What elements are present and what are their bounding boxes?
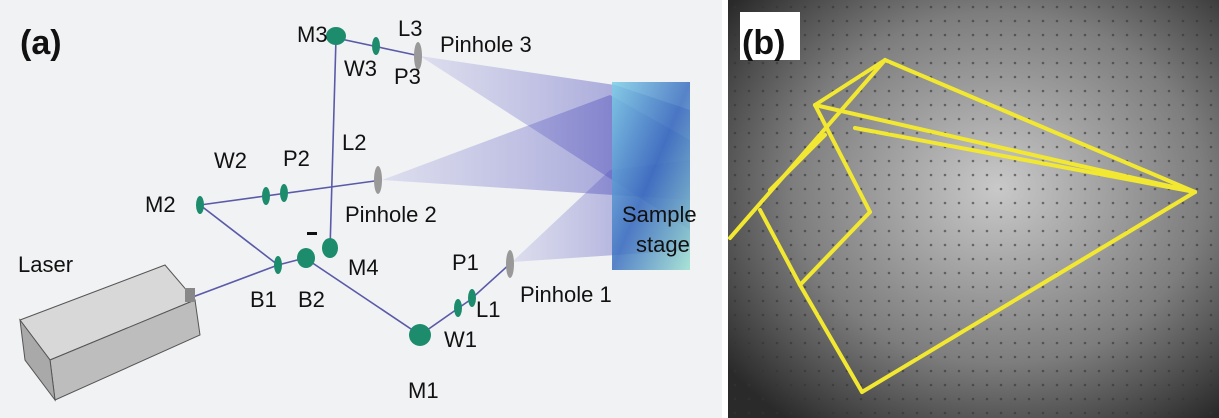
component-label: L3 [398, 16, 422, 41]
component-label: W1 [444, 327, 477, 352]
component-label: P1 [452, 250, 479, 275]
component-label: P3 [394, 64, 421, 89]
waveplate [372, 37, 380, 55]
component-label: B1 [250, 287, 277, 312]
component-label: W3 [344, 56, 377, 81]
component-label: P2 [283, 146, 310, 171]
panel-label: (a) [20, 24, 62, 62]
component-label: Sample [622, 202, 697, 227]
mirror [409, 324, 431, 346]
panel-a: (a) M3 L3 Pinhole 3 W3 P3 W2 P2 L2 M2 Pi… [0, 0, 722, 418]
marker [307, 232, 317, 235]
waveplate [262, 187, 270, 205]
component-label: M4 [348, 255, 379, 280]
waveplate [454, 299, 462, 317]
component-label: stage [636, 232, 690, 257]
component-label: L2 [342, 130, 366, 155]
component-label: Pinhole 2 [345, 202, 437, 227]
panel-b: (b) [728, 0, 1219, 418]
panel-label: (b) [742, 24, 785, 62]
component-label: M2 [145, 192, 176, 217]
component-label: B2 [298, 287, 325, 312]
component-label: M3 [297, 22, 328, 47]
component-label: L1 [476, 297, 500, 322]
component-label: M1 [408, 378, 439, 403]
lens [468, 289, 476, 307]
mirror [326, 27, 346, 45]
mirror [196, 196, 204, 214]
figure: (a) M3 L3 Pinhole 3 W3 P3 W2 P2 L2 M2 Pi… [0, 0, 1219, 418]
beam-splitter [274, 256, 282, 274]
component-label: Laser [18, 252, 73, 277]
polarizer [280, 184, 288, 202]
optical-table [728, 0, 1219, 418]
beam-splitter [297, 248, 315, 268]
component-label: Pinhole 3 [440, 32, 532, 57]
component-label: W2 [214, 148, 247, 173]
pinhole [506, 250, 514, 278]
mirror [322, 238, 338, 258]
component-label: Pinhole 1 [520, 282, 612, 307]
lens [374, 166, 382, 194]
